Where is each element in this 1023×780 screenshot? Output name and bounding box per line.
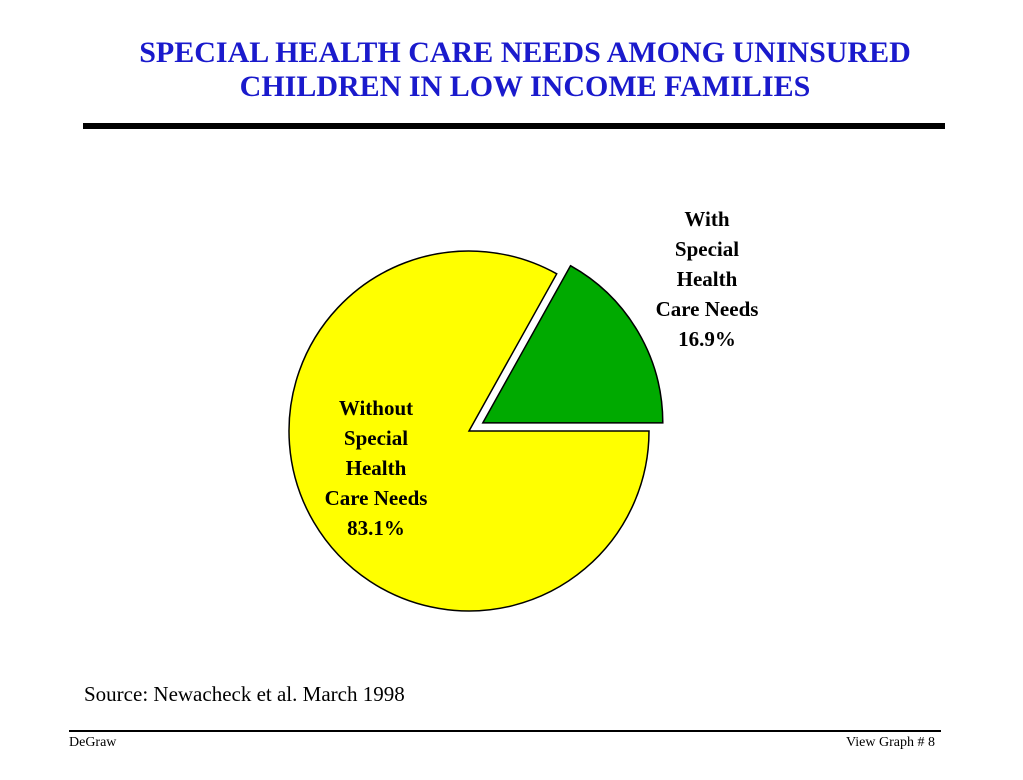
pie-slice-with-special-needs <box>481 264 664 424</box>
title-divider <box>83 123 945 129</box>
slice-label-without-special-needs: Without Special Health Care Needs 83.1% <box>325 396 428 540</box>
slice-label-line: Health <box>346 456 407 480</box>
slice-label-line: 16.9% <box>678 327 736 351</box>
slice-label-line: With <box>684 207 729 231</box>
slide-title-line-1: SPECIAL HEALTH CARE NEEDS AMONG UNINSURE… <box>139 36 911 69</box>
slide-title-line-2: CHILDREN IN LOW INCOME FAMILIES <box>239 70 811 103</box>
slice-label-line: Without <box>339 396 413 420</box>
slice-label-line: Special <box>344 426 408 450</box>
slice-label-line: Care Needs <box>325 486 428 510</box>
slice-label-line: Special <box>675 237 739 261</box>
footer-divider <box>69 730 941 732</box>
source-note: Source: Newacheck et al. March 1998 <box>84 682 405 706</box>
footer-author: DeGraw <box>69 735 117 750</box>
pie-slice-without-special-needs <box>288 250 650 612</box>
slide-title: SPECIAL HEALTH CARE NEEDS AMONG UNINSURE… <box>40 36 1010 104</box>
footer-page-number: View Graph # 8 <box>846 735 935 750</box>
slice-label-line: Care Needs <box>656 297 759 321</box>
slice-label-line: Health <box>677 267 738 291</box>
slice-label-with-special-needs: With Special Health Care Needs 16.9% <box>656 207 759 351</box>
slice-label-line: 83.1% <box>347 516 405 540</box>
